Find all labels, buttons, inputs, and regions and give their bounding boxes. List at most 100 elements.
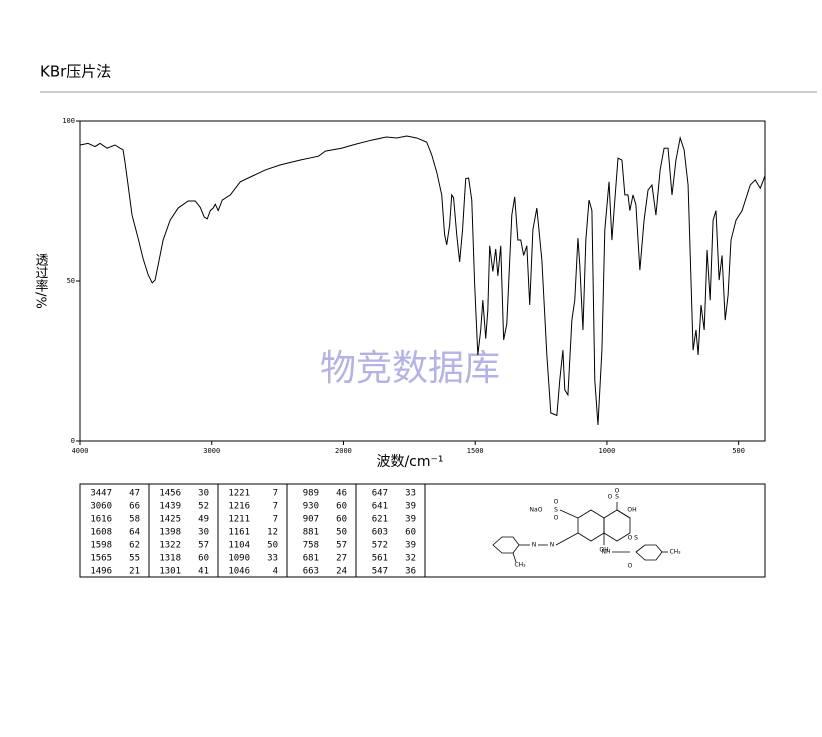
bond <box>512 552 517 563</box>
y-tick-label: 100 <box>62 117 75 125</box>
transmittance: 24 <box>336 567 347 577</box>
x-tick-label: 2000 <box>335 447 352 455</box>
wavenumber: 1221 <box>228 489 250 499</box>
transmittance: 30 <box>198 528 209 538</box>
wavenumber: 989 <box>303 489 319 499</box>
atom-label: O <box>554 499 559 506</box>
wavenumber: 1322 <box>159 541 181 551</box>
transmittance: 33 <box>405 489 416 499</box>
x-axis-label: 波数/cm⁻¹ <box>376 454 443 470</box>
transmittance: 33 <box>267 554 278 564</box>
wavenumber: 3447 <box>90 489 112 499</box>
x-tick-label: 1500 <box>467 447 484 455</box>
transmittance: 60 <box>336 515 347 525</box>
wavenumber: 1425 <box>159 515 181 525</box>
transmittance: 7 <box>273 489 278 499</box>
wavenumber: 1301 <box>159 567 181 577</box>
atom-label: O <box>554 515 559 522</box>
transmittance: 64 <box>129 528 140 538</box>
ring <box>635 544 663 561</box>
wavenumber: 1216 <box>228 502 250 512</box>
title: KBr压片法 <box>40 63 111 81</box>
wavenumber: 1046 <box>228 567 250 577</box>
wavenumber: 1211 <box>228 515 250 525</box>
transmittance: 49 <box>198 515 209 525</box>
transmittance: 57 <box>336 541 347 551</box>
transmittance: 36 <box>405 567 416 577</box>
wavenumber: 1439 <box>159 502 181 512</box>
spectrum <box>79 135 766 426</box>
wavenumber: 621 <box>372 515 388 525</box>
wavenumber: 881 <box>303 528 319 538</box>
transmittance: 66 <box>129 502 140 512</box>
wavenumber: 603 <box>372 528 388 538</box>
atom-label: O <box>628 535 633 542</box>
wavenumber: 1565 <box>90 554 112 564</box>
wavenumber: 1318 <box>159 554 181 564</box>
bond <box>616 509 631 519</box>
bond <box>559 509 579 519</box>
transmittance: 52 <box>198 502 209 512</box>
wavenumber: 1161 <box>228 528 250 538</box>
atom-label: O <box>608 494 613 501</box>
wavenumber: 3060 <box>90 502 112 512</box>
transmittance: 27 <box>336 554 347 564</box>
wavenumber: 561 <box>372 554 388 564</box>
wavenumber: 758 <box>303 541 319 551</box>
transmittance: 55 <box>129 554 140 564</box>
plot-frame <box>79 120 766 442</box>
x-tick-label: 3000 <box>203 447 220 455</box>
wavenumber: 1608 <box>90 528 112 538</box>
wavenumber: 547 <box>372 567 388 577</box>
atom-label: OH <box>627 507 636 514</box>
transmittance: 60 <box>198 554 209 564</box>
wavenumber: 930 <box>303 502 319 512</box>
wavenumber: 907 <box>303 515 319 525</box>
table-frame <box>79 483 766 578</box>
watermark: 物竞数据库 <box>320 348 500 389</box>
atom-label: S <box>634 535 638 542</box>
ring <box>603 509 631 542</box>
x-tick-label: 500 <box>732 447 745 455</box>
wavenumber: 641 <box>372 502 388 512</box>
transmittance: 4 <box>273 567 278 577</box>
atom-label: N <box>532 542 537 549</box>
wavenumber: 1456 <box>159 489 181 499</box>
transmittance: 39 <box>405 541 416 551</box>
transmittance: 60 <box>336 502 347 512</box>
transmittance: 7 <box>273 515 278 525</box>
ring <box>492 536 520 554</box>
atom-label: CH₃ <box>514 562 526 569</box>
transmittance: 50 <box>267 541 278 551</box>
transmittance: 58 <box>129 515 140 525</box>
transmittance: 57 <box>198 541 209 551</box>
wavenumber: 572 <box>372 541 388 551</box>
transmittance: 50 <box>336 528 347 538</box>
wavenumber: 1616 <box>90 515 112 525</box>
wavenumber: 1496 <box>90 567 112 577</box>
transmittance: 21 <box>129 567 140 577</box>
wavenumber: 647 <box>372 489 388 499</box>
atom-label: OH <box>599 547 608 554</box>
bond <box>555 532 579 546</box>
transmittance: 12 <box>267 528 278 538</box>
wavenumber: 1090 <box>228 554 250 564</box>
x-tick-label: 1000 <box>598 447 615 455</box>
atom-label: S <box>554 507 558 514</box>
transmittance: 41 <box>198 567 209 577</box>
atom-label: NaO <box>530 507 543 514</box>
atom-label: O <box>628 563 633 570</box>
atom-label: O <box>615 488 620 495</box>
atom-label: N <box>550 542 555 549</box>
wavenumber: 1398 <box>159 528 181 538</box>
y-tick-label: 0 <box>71 437 75 445</box>
wavenumber: 1104 <box>228 541 250 551</box>
wavenumber: 1598 <box>90 541 112 551</box>
transmittance: 32 <box>405 554 416 564</box>
atom-label: S <box>615 494 619 501</box>
wavenumber: 681 <box>303 554 319 564</box>
transmittance: 39 <box>405 515 416 525</box>
wavenumber: 663 <box>303 567 319 577</box>
x-tick-label: 4000 <box>72 447 89 455</box>
